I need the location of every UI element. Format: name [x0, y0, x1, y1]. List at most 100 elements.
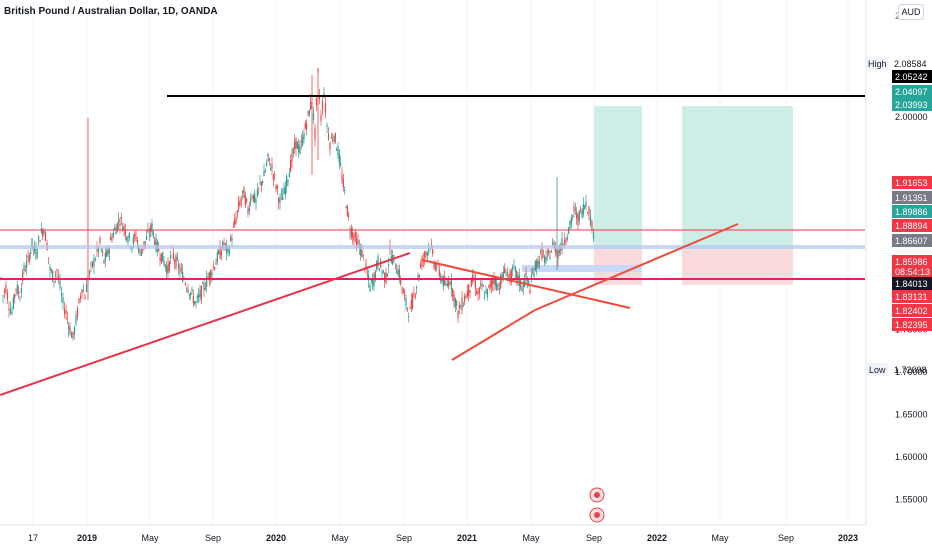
candle-up: [36, 252, 38, 254]
price-tag: [892, 85, 932, 98]
price-tag: [892, 219, 932, 232]
candle-down: [274, 174, 276, 176]
candle-down: [564, 239, 566, 244]
candle-down: [406, 307, 408, 309]
candle-up: [127, 239, 129, 243]
candle-down: [232, 226, 234, 228]
candle-up: [2, 295, 4, 297]
candle-up: [60, 292, 63, 296]
price-tag-label: 1.91653: [895, 178, 928, 188]
candle-up: [518, 275, 520, 286]
high-label-bg: [866, 57, 888, 70]
price-tag-label: 2.04097: [895, 87, 928, 97]
candle-down: [79, 295, 82, 299]
candle-down: [243, 187, 245, 198]
price-tag-label: 1.86607: [895, 236, 928, 246]
candle-up: [40, 228, 42, 233]
candle-up: [122, 227, 124, 232]
candle-down: [434, 263, 436, 270]
candle-down: [99, 238, 101, 244]
candle-down: [366, 273, 368, 275]
price-tag: [892, 255, 932, 277]
candle-up: [494, 277, 496, 285]
candle-down: [400, 278, 402, 284]
candle-down: [397, 268, 399, 275]
candle-down: [252, 194, 254, 202]
candle-up: [408, 316, 410, 317]
candle-down: [210, 270, 212, 280]
profit-zone: [594, 106, 642, 249]
candle-down: [271, 164, 273, 169]
candle-up: [349, 231, 351, 233]
price-tag-label: 1.91351: [895, 193, 928, 203]
price-tag: [892, 70, 932, 83]
candle-down: [348, 215, 350, 217]
candle-up: [585, 201, 587, 206]
candle-up: [344, 189, 346, 191]
candle-down: [508, 274, 510, 276]
candle-down: [192, 296, 194, 304]
candle-down: [505, 275, 507, 277]
candle-up: [330, 136, 332, 139]
y-tick-label: 1.70000: [895, 367, 928, 377]
candle-up: [378, 268, 380, 272]
candle-up: [442, 276, 444, 287]
candle-down: [500, 275, 502, 288]
candle-up: [486, 288, 488, 297]
candle-up: [231, 238, 233, 241]
candle-down: [168, 261, 170, 271]
candle-down: [516, 270, 518, 279]
candle-down: [72, 331, 74, 338]
candle-up: [536, 260, 538, 269]
candle-up: [140, 250, 142, 256]
candle-up: [9, 309, 12, 314]
candle-up: [333, 136, 335, 141]
candle-down: [150, 225, 152, 232]
candle-down: [276, 185, 278, 190]
candle-down: [560, 248, 562, 251]
candle-up: [35, 249, 37, 259]
candle-up: [94, 259, 97, 261]
candle-down: [433, 262, 435, 267]
candle-down: [361, 249, 363, 258]
candle-down: [474, 279, 476, 289]
candle-down: [214, 267, 216, 270]
candle-down: [24, 270, 26, 272]
candle-down: [464, 296, 466, 302]
candle-up: [108, 249, 110, 254]
candle-up: [206, 276, 208, 287]
candle-down: [468, 284, 470, 296]
candle-down: [493, 278, 495, 285]
candle-down: [39, 240, 41, 243]
countdown-label: 08:54:13: [895, 267, 930, 277]
candle-up: [73, 327, 76, 334]
candle-up: [43, 229, 45, 234]
candle-down: [28, 255, 30, 263]
y-tick-label: 1.55000: [895, 495, 928, 505]
candle-up: [30, 251, 32, 255]
candle-down: [418, 275, 420, 278]
candle-down: [167, 263, 169, 273]
candle-up: [369, 284, 371, 292]
price-tag-label: 1.83131: [895, 292, 928, 302]
candle-up: [191, 289, 193, 291]
currency-button[interactable]: AUD: [898, 4, 924, 20]
candle-up: [521, 287, 523, 292]
candle-down: [353, 236, 355, 242]
candle-up: [561, 238, 563, 250]
candle-down: [107, 247, 109, 256]
low-value: 1.72098: [894, 365, 927, 375]
candle-up: [398, 269, 400, 280]
candle-down: [541, 247, 543, 260]
high-value: 2.08584: [894, 59, 927, 69]
candle-down: [461, 297, 463, 311]
candle-down: [57, 276, 60, 279]
candle-up: [538, 261, 540, 265]
candle-up: [550, 250, 552, 253]
price-axis: 1.550001.600001.650001.700001.750002.000…: [865, 0, 932, 550]
candle-down: [290, 159, 292, 172]
candle-down: [520, 280, 522, 288]
candle-up: [259, 181, 261, 183]
